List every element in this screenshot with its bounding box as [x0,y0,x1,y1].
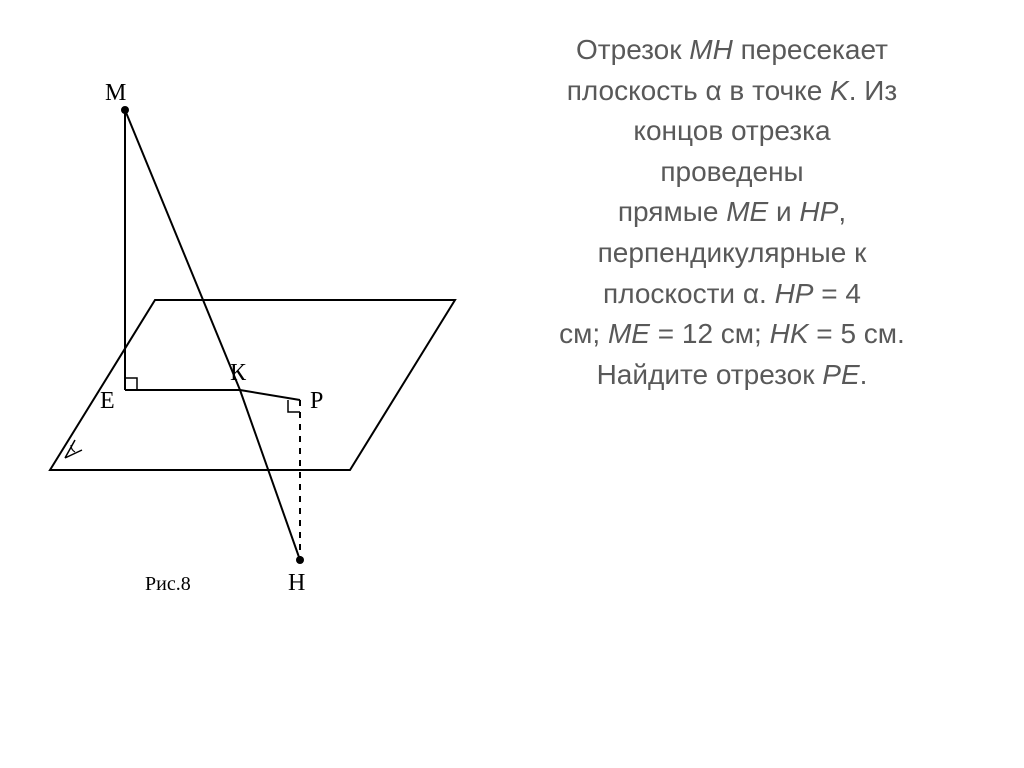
plane-alpha [50,300,455,470]
figure-caption: Рис.8 [145,573,191,595]
right-angle-p [288,400,300,412]
label-h: H [288,570,305,596]
text-segment: проведены [660,156,803,187]
text-segment: = 12 см; [650,318,770,349]
label-k: К [230,360,247,386]
var-hk: HK [770,318,809,349]
text-segment: прямые [618,196,726,227]
label-e: E [100,388,115,414]
var-hp2: HP [775,278,814,309]
text-segment: см; [559,318,608,349]
point-m [121,106,129,114]
geometry-diagram: M E К P H Рис.8 [10,60,470,620]
text-segment: . [860,359,868,390]
text-segment: пересекает [733,34,888,65]
text-segment: плоскость α в точке [567,75,830,106]
point-h [296,556,304,564]
text-segment: = 5 см. [809,318,905,349]
text-segment: . Из [849,75,898,106]
var-k: K [830,75,849,106]
text-segment: Отрезок [576,34,689,65]
main-container: M E К P H Рис.8 Отрезок MH пересекает пл… [0,0,1024,768]
line-mk [125,110,240,390]
text-segment: концов отрезка [633,115,830,146]
var-me2: ME [608,318,650,349]
label-m: M [105,80,126,106]
var-me: ME [726,196,768,227]
alpha-arc [71,445,75,452]
text-segment: плоскости α. [603,278,775,309]
text-segment: , [838,196,846,227]
line-kp [240,390,300,400]
right-angle-e [125,378,137,390]
problem-statement: Отрезок MH пересекает плоскость α в точк… [480,30,984,395]
text-segment: и [768,196,799,227]
diagram-area: M E К P H Рис.8 [0,0,470,768]
text-segment: перпендикулярные к [598,237,867,268]
var-hp: HP [799,196,838,227]
line-kh [240,390,300,560]
text-segment: Найдите отрезок [597,359,823,390]
problem-text-area: Отрезок MH пересекает плоскость α в точк… [470,0,1024,768]
text-segment: = 4 [813,278,860,309]
var-pe: PE [822,359,859,390]
var-mh: MH [689,34,733,65]
label-p: P [310,388,323,414]
